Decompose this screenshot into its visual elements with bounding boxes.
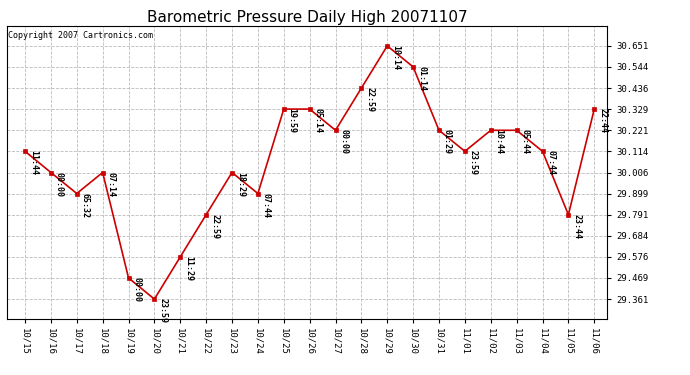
Text: 11:29: 11:29 [184, 256, 193, 281]
Title: Barometric Pressure Daily High 20071107: Barometric Pressure Daily High 20071107 [147, 10, 467, 25]
Text: 23:44: 23:44 [572, 214, 581, 239]
Text: Copyright 2007 Cartronics.com: Copyright 2007 Cartronics.com [8, 31, 153, 40]
Text: 22:44: 22:44 [598, 108, 607, 133]
Text: 22:59: 22:59 [210, 214, 219, 239]
Text: 11:44: 11:44 [29, 150, 38, 176]
Text: 19:59: 19:59 [288, 108, 297, 133]
Text: 01:14: 01:14 [417, 66, 426, 91]
Text: 05:14: 05:14 [313, 108, 322, 133]
Text: 18:29: 18:29 [236, 171, 245, 196]
Text: 00:00: 00:00 [339, 129, 348, 154]
Text: 07:44: 07:44 [546, 150, 555, 176]
Text: 07:14: 07:14 [106, 171, 115, 196]
Text: 07:44: 07:44 [262, 192, 270, 217]
Text: 23:59: 23:59 [158, 298, 167, 323]
Text: 01:29: 01:29 [443, 129, 452, 154]
Text: 05:44: 05:44 [520, 129, 529, 154]
Text: 00:00: 00:00 [55, 171, 63, 196]
Text: 10:44: 10:44 [495, 129, 504, 154]
Text: 65:32: 65:32 [81, 192, 90, 217]
Text: 22:59: 22:59 [365, 87, 374, 112]
Text: 00:00: 00:00 [132, 277, 141, 302]
Text: 10:14: 10:14 [391, 45, 400, 70]
Text: 23:59: 23:59 [469, 150, 477, 176]
